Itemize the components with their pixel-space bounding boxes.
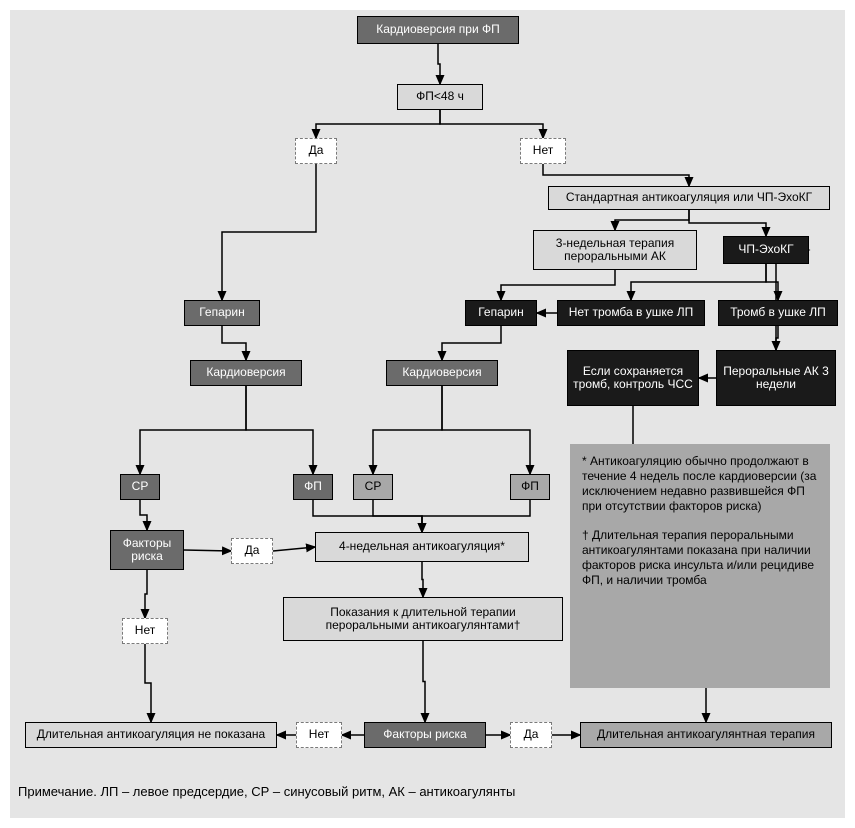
node-n_fp2: ФП	[510, 474, 550, 500]
annotation-box: * Антикоагуляцию обычно продолжают в теч…	[570, 444, 830, 688]
node-n_da2: Да	[231, 538, 273, 564]
node-n_hep2: Гепарин	[465, 300, 537, 326]
node-n_long: Длительная антикоагулянтная терапия	[580, 722, 832, 748]
node-n_da1: Да	[295, 138, 337, 164]
node-n_4wk: 4-недельная антикоагуляция*	[315, 532, 529, 562]
node-n_sr2: СР	[353, 474, 393, 500]
node-n_fp1: ФП	[293, 474, 333, 500]
node-n_da3: Да	[510, 722, 552, 748]
node-n_hep1: Гепарин	[184, 300, 260, 326]
node-n_noth: Нет тромба в ушке ЛП	[557, 300, 705, 326]
node-n_choe: ЧП-ЭхоКГ	[723, 236, 809, 264]
node-n_net2: Нет	[122, 618, 168, 644]
node-n_sr1: СР	[120, 474, 160, 500]
node-n_th: Тромб в ушке ЛП	[718, 300, 838, 326]
node-n_rf2: Факторы риска	[364, 722, 486, 748]
footnote: Примечание. ЛП – левое предсердие, СР – …	[18, 784, 515, 799]
node-n_oak3: Пероральные АК 3 недели	[716, 350, 836, 406]
node-n_net3: Нет	[296, 722, 342, 748]
node-n_ind: Показания к длительной терапии пероральн…	[283, 597, 563, 641]
node-n_cv2: Кардиоверсия	[386, 360, 498, 386]
node-n_fp48: ФП<48 ч	[397, 84, 483, 110]
annotation-2: † Длительная терапия пероральными антико…	[582, 528, 818, 588]
node-n_noacL: Длительная антикоагуляция не показана	[25, 722, 277, 748]
node-n_cv1: Кардиоверсия	[190, 360, 302, 386]
node-n_rf1: Факторы риска	[110, 530, 184, 570]
node-n_std: Стандартная антикоагуляция или ЧП-ЭхоКГ	[548, 186, 830, 210]
node-n_hold: Если сохраняется тромб, контроль ЧСС	[567, 350, 699, 406]
node-n_top: Кардиоверсия при ФП	[357, 16, 519, 44]
flowchart-canvas: Кардиоверсия при ФП ФП<48 ч Да Нет Стандартн…	[10, 10, 845, 818]
annotation-1: * Антикоагуляцию обычно продолжают в теч…	[582, 454, 818, 514]
node-n_net1: Нет	[520, 138, 566, 164]
edges-layer	[10, 10, 845, 818]
node-n_3wk: 3-недельная терапия пероральными АК	[533, 230, 697, 270]
